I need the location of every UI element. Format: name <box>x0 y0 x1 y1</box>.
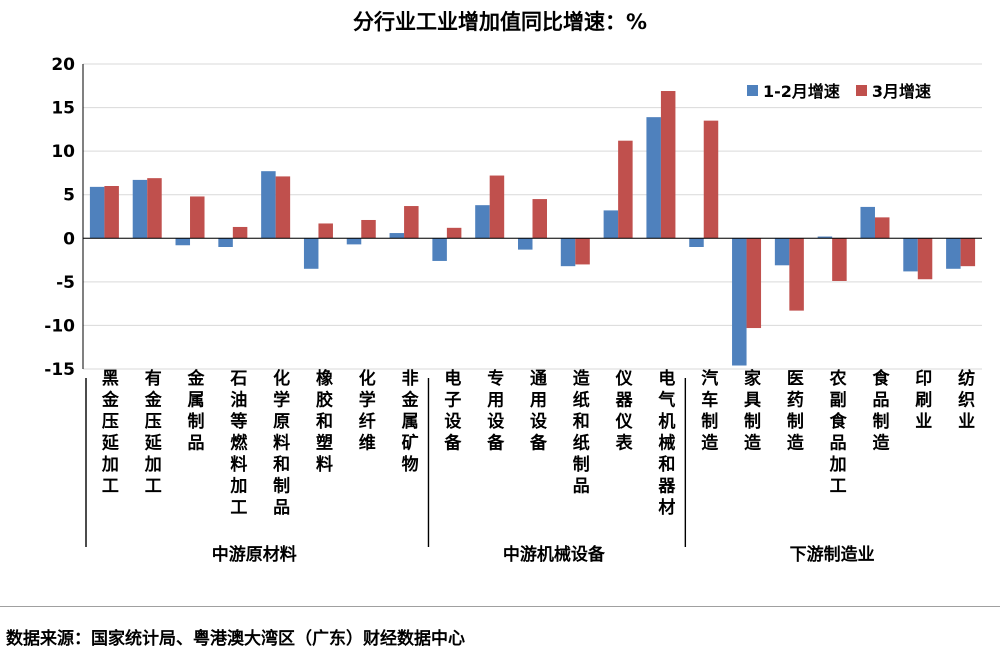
bar-jan-feb <box>646 117 661 239</box>
bar-march <box>575 238 590 265</box>
x-tick-label: 电气机械和器材 <box>657 368 676 518</box>
bar-jan-feb <box>475 205 490 239</box>
bar-march <box>746 238 762 329</box>
bar-jan-feb <box>560 238 576 267</box>
bar-march <box>446 227 462 239</box>
bar-march <box>147 178 162 239</box>
bar-jan-feb <box>817 236 833 239</box>
bar-march <box>832 238 847 281</box>
x-tick-label: 化学原料和制品 <box>273 368 290 518</box>
legend-label-1: 1-2月增速 <box>763 82 840 101</box>
chart-title: 分行业工业增加值同比增速：% <box>352 10 648 34</box>
bar-jan-feb <box>689 238 704 247</box>
group-label: 下游制造业 <box>790 544 875 565</box>
x-tick-label: 有金压延加工 <box>144 368 163 497</box>
bar-jan-feb <box>732 238 747 366</box>
x-tick-label: 专用设备 <box>486 368 505 454</box>
y-tick-label: 10 <box>51 142 75 162</box>
bar-march <box>874 217 890 239</box>
bar-march <box>703 120 719 239</box>
bar-march <box>660 91 676 239</box>
bar-jan-feb <box>432 238 447 261</box>
bar-march <box>361 219 376 239</box>
x-tick-label: 纺织业 <box>958 368 975 432</box>
bar-jan-feb <box>860 206 875 239</box>
bar-march <box>232 226 248 239</box>
bar-jan-feb <box>303 238 319 269</box>
bar-jan-feb <box>603 210 619 239</box>
y-tick-label: 5 <box>63 186 75 206</box>
bar-jan-feb <box>946 238 961 269</box>
bar-march <box>489 175 505 239</box>
x-tick-label: 电子设备 <box>443 368 462 454</box>
bar-jan-feb <box>774 238 790 266</box>
legend-swatch-2 <box>855 84 867 96</box>
y-tick-label: 20 <box>51 55 75 75</box>
legend-swatch-1 <box>747 84 758 96</box>
bar-march <box>618 140 633 239</box>
bar-jan-feb <box>903 238 918 272</box>
bar-march <box>960 238 976 267</box>
bar-jan-feb <box>218 238 233 247</box>
legend-item-2: 3月增速 <box>855 78 932 102</box>
x-tick-label: 非金属矿物 <box>401 368 420 475</box>
bar-jan-feb <box>389 233 405 239</box>
bar-march <box>917 238 933 280</box>
legend-label-2: 3月增速 <box>871 82 932 101</box>
y-tick-label: 0 <box>63 229 75 249</box>
bar-march <box>275 176 291 239</box>
x-tick-label: 通用设备 <box>529 369 548 454</box>
x-tick-label: 金属制品 <box>187 368 206 454</box>
bar-jan-feb <box>175 238 191 246</box>
bar-jan-feb <box>132 179 148 239</box>
x-tick-label: 农副食品加工 <box>829 368 848 497</box>
bar-jan-feb <box>346 238 362 245</box>
x-tick-label: 医药制造 <box>787 369 805 454</box>
bar-march <box>318 223 333 239</box>
x-tick-label: 石油等燃料加工 <box>229 369 248 518</box>
x-tick-label: 家具制造 <box>743 368 762 454</box>
bar-march <box>532 199 547 239</box>
x-tick-label: 化学纤维 <box>359 368 376 454</box>
bar-jan-feb <box>518 238 533 250</box>
y-tick-label: 15 <box>51 99 75 119</box>
bar-jan-feb <box>89 186 105 239</box>
x-tick-label: 食品制造 <box>872 368 890 454</box>
x-tick-label: 仪器仪表 <box>615 369 634 454</box>
bar-march <box>190 196 205 239</box>
bar-march <box>404 206 419 239</box>
x-tick-label: 黑金压延加工 <box>101 369 120 497</box>
bar-march <box>789 238 804 311</box>
y-tick-label: -10 <box>44 316 75 336</box>
x-tick-label: 印刷业 <box>915 369 932 432</box>
y-tick-label: -15 <box>44 360 75 380</box>
legend-item-1: 1-2月增速 <box>747 78 840 102</box>
legend: 1-2月增速 3月增速 <box>747 78 947 102</box>
group-label: 中游原材料 <box>212 544 297 565</box>
data-source: 数据来源：国家统计局、粤港澳大湾区（广东）财经数据中心 <box>6 629 465 649</box>
footer-divider <box>0 606 1000 607</box>
x-tick-label: 汽车制造 <box>701 368 719 454</box>
y-tick-label: -5 <box>56 273 75 293</box>
bar-march <box>104 186 119 239</box>
bar-jan-feb <box>261 171 276 239</box>
x-tick-label: 橡胶和塑料 <box>316 368 333 475</box>
group-label: 中游机械设备 <box>503 544 606 565</box>
x-tick-label: 造纸和纸制品 <box>573 369 591 497</box>
